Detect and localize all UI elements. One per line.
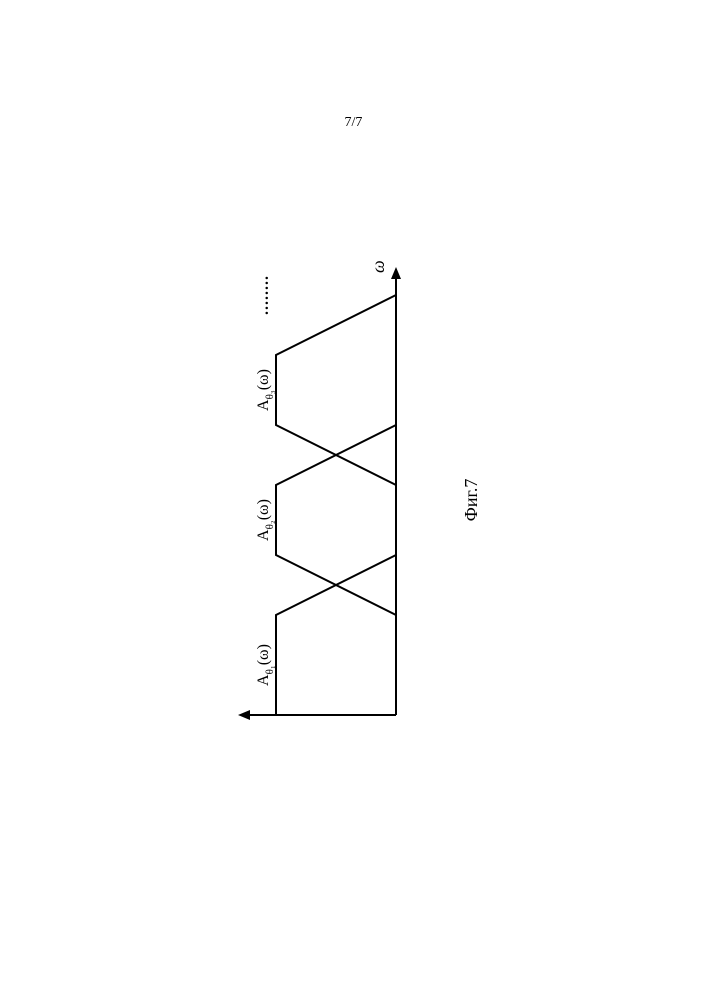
page: 7/7 ω Aθ₁(ω) Aθ₂(ω) Aθ₃(ω)........ Фиг.7 [0,0,707,1000]
svg-text:Aθ₂(ω): Aθ₂(ω) [255,499,276,541]
svg-text:ω: ω [368,260,388,273]
svg-text:Aθ₁(ω): Aθ₁(ω) [255,644,276,686]
figure-rotated-container: ω Aθ₁(ω) Aθ₂(ω) Aθ₃(ω)........ Фиг.7 [226,260,482,740]
svg-text:Aθ₃(ω): Aθ₃(ω) [255,369,276,411]
frequency-filter-diagram: ω Aθ₁(ω) Aθ₂(ω) Aθ₃(ω)........ [226,260,426,740]
figure-caption: Фиг.7 [461,260,482,740]
page-number: 7/7 [0,115,707,131]
svg-text:........: ........ [255,275,272,315]
